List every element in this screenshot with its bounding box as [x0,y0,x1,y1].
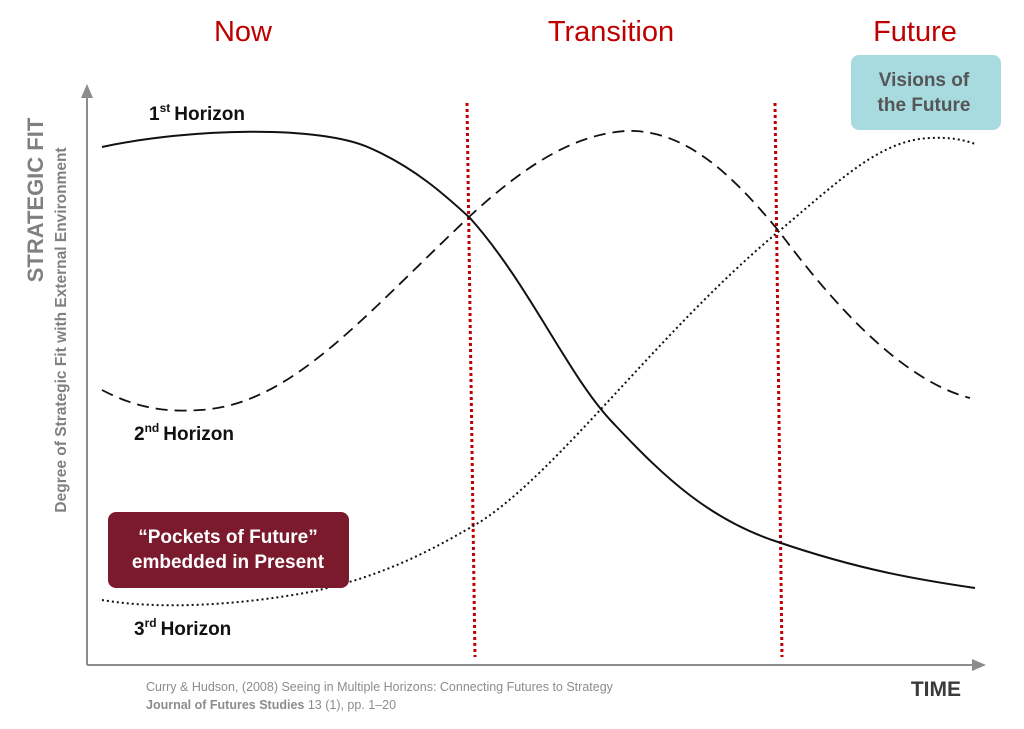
pockets-callout-line1: “Pockets of Future” [138,527,317,548]
horizon-3-curve [101,136,976,607]
visions-of-future-callout: Visions of the Future [851,55,1001,130]
horizon-2-curve [101,130,971,412]
x-axis-arrow-icon [972,659,986,671]
x-axis-title: TIME [911,678,961,701]
horizon-1-label: 1st Horizon [149,101,245,125]
pockets-of-future-callout: “Pockets of Future” embedded in Present [108,512,349,588]
citation-line1: Curry & Hudson, (2008) Seeing in Multipl… [146,680,614,694]
horizon-3-label: 3rd Horizon [134,616,231,640]
phase-transition-label: Transition [548,16,674,48]
horizon-1-curve [101,130,976,589]
phase-future-label: Future [873,16,957,48]
transition-end-line [773,102,784,658]
visions-callout-line1: Visions of [879,70,970,91]
pockets-callout-line2: embedded in Present [132,552,325,573]
horizon-2-label: 2nd Horizon [134,421,234,445]
y-axis-title: STRATEGIC FIT [23,117,48,282]
y-axis-subtitle: Degree of Strategic Fit with External En… [53,147,70,512]
visions-callout-line2: the Future [878,95,971,116]
pockets-callout-box [108,512,349,588]
y-axis-arrow-icon [81,84,93,98]
citation-line2: Journal of Futures Studies 13 (1), pp. 1… [146,698,396,712]
transition-start-line [465,102,477,658]
visions-callout-box [851,55,1001,130]
phase-now-label: Now [214,16,273,48]
